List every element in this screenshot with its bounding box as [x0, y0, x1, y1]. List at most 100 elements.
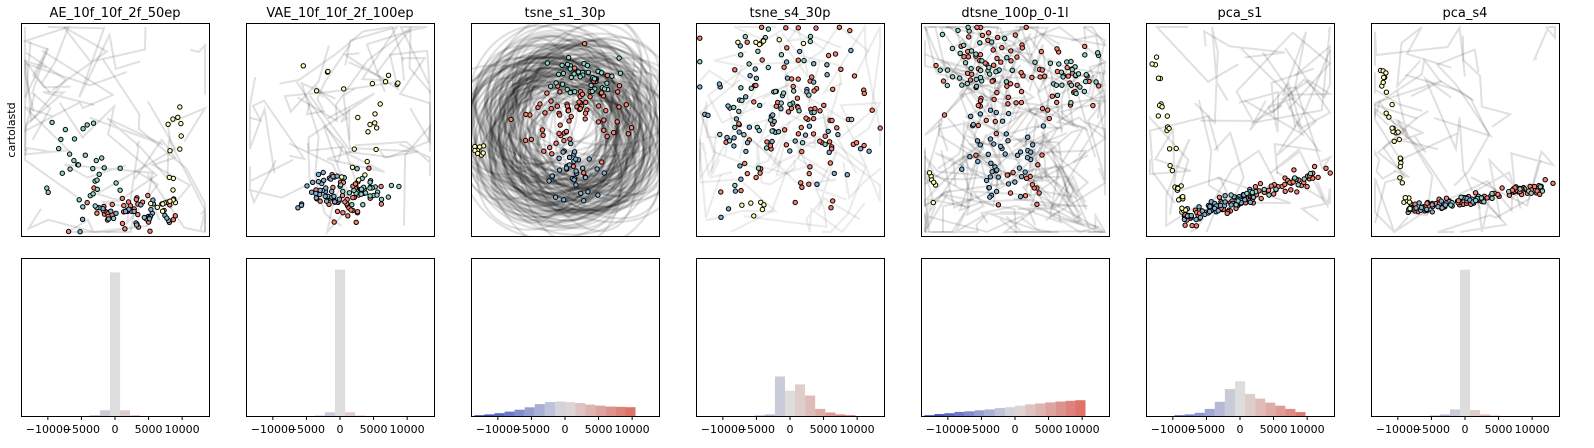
trajectory-trail: [501, 37, 649, 207]
scatter-point: [1265, 187, 1272, 194]
scatter-point: [367, 121, 373, 128]
trajectory-trail: [756, 142, 796, 186]
scatter-point: [717, 131, 723, 138]
scatter-point: [748, 200, 754, 206]
scatter-point: [931, 179, 937, 186]
scatter-point: [968, 65, 974, 72]
scatter-point: [829, 117, 835, 124]
trajectory-trail: [1016, 132, 1083, 221]
scatter-point: [117, 165, 123, 171]
scatter-point: [832, 51, 839, 57]
histogram-bar: [1460, 269, 1471, 416]
scatter-point: [1244, 190, 1250, 197]
trajectory-trail: [398, 57, 431, 152]
scatter-point: [522, 137, 529, 144]
scatter-point: [998, 59, 1004, 65]
scatter-point: [1082, 43, 1088, 50]
trajectory-trail: [51, 26, 147, 92]
scatter-point: [800, 40, 807, 47]
scatter-point: [572, 65, 578, 71]
scatter-point: [987, 136, 994, 142]
scatter-point: [1389, 101, 1395, 108]
scatter-point: [794, 95, 801, 101]
trajectory-trail: [500, 42, 659, 213]
scatter-frame: [1146, 23, 1335, 237]
scatter-point: [989, 78, 995, 84]
histogram-bar: [575, 403, 586, 416]
trajectory-trail: [924, 188, 970, 233]
scatter-point: [944, 67, 951, 73]
scatter-point: [1499, 185, 1505, 191]
trajectory-trail: [509, 77, 659, 224]
scatter-point: [300, 63, 306, 69]
scatter-point: [1282, 188, 1288, 195]
scatter-point: [825, 128, 831, 135]
scatter-point: [594, 166, 600, 172]
scatter-point: [765, 64, 771, 71]
histogram-bar: [785, 390, 796, 416]
scatter-point: [584, 62, 591, 69]
trajectory-trail: [125, 140, 160, 227]
scatter-point: [998, 143, 1004, 150]
trajectory-trail: [489, 36, 575, 179]
scatter-point: [732, 67, 738, 73]
scatter-point: [354, 209, 361, 215]
scatter-point: [1149, 61, 1155, 67]
scatter-point: [616, 55, 622, 61]
scatter-point: [1266, 192, 1272, 198]
scatter-point: [1037, 74, 1043, 80]
scatter-point: [763, 145, 770, 151]
scatter-point: [84, 122, 90, 128]
scatter-point: [90, 120, 97, 126]
scatter-point: [866, 148, 872, 154]
scatter-point: [783, 142, 790, 148]
scatter-point: [604, 133, 610, 140]
histogram-bar: [835, 414, 846, 416]
scatter-point: [332, 199, 338, 205]
scatter-point: [769, 138, 775, 145]
scatter-point: [598, 70, 605, 76]
scatter-point: [974, 138, 981, 144]
scatter-point: [568, 140, 574, 147]
scatter-point: [1295, 182, 1301, 188]
scatter-point: [581, 41, 588, 47]
scatter-point: [582, 116, 588, 122]
scatter-point: [751, 99, 757, 105]
trajectory-trail: [1039, 26, 1107, 106]
trajectory-trail: [998, 35, 1052, 121]
scatter-point: [969, 71, 975, 77]
scatter-point: [834, 125, 840, 131]
scatter-point: [798, 124, 804, 131]
scatter-point: [1301, 176, 1307, 182]
scatter-point: [1539, 188, 1546, 194]
scatter-point: [1053, 82, 1060, 88]
histogram-bar: [565, 402, 576, 416]
trajectory-trail: [344, 25, 400, 82]
trajectory-trail: [1374, 80, 1458, 162]
scatter-point: [760, 38, 767, 44]
trajectory-trail: [940, 104, 1039, 210]
scatter-point: [49, 119, 55, 126]
scatter-point: [813, 25, 819, 31]
scatter-point: [778, 100, 784, 106]
trajectory-trail: [497, 68, 652, 215]
scatter-point: [743, 94, 749, 100]
scatter-point: [993, 188, 1000, 195]
scatter-point: [792, 138, 798, 144]
trajectory-trail: [514, 55, 641, 212]
scatter-point: [595, 192, 601, 198]
scatter-point: [133, 196, 140, 203]
scatter-point: [778, 52, 785, 58]
x-tick-label: 5000: [585, 423, 613, 436]
scatter-point: [1233, 202, 1239, 208]
histogram-bar: [504, 411, 515, 416]
trajectory-trail: [513, 35, 646, 214]
scatter-point: [568, 74, 574, 81]
trajectory-trail: [730, 140, 819, 233]
scatter-point: [362, 172, 368, 178]
trajectory-trail: [497, 52, 598, 204]
scatter-point: [1018, 173, 1025, 180]
trajectory-trail: [471, 67, 637, 199]
scatter-point: [364, 158, 370, 165]
scatter-point: [585, 69, 591, 76]
